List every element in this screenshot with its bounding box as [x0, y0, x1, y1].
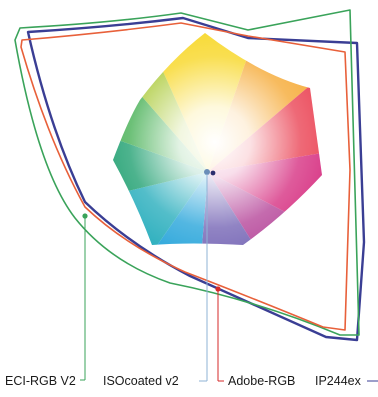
adobe-rgb-label: Adobe-RGB	[228, 374, 295, 388]
eci-rgb-leader	[80, 213, 88, 381]
isocoated-label: ISOcoated v2	[103, 374, 179, 388]
isocoated-leader	[199, 174, 208, 382]
ip244-gamut-outline	[26, 16, 366, 342]
isocoated-center-point	[204, 169, 210, 175]
adobe-rgb-leader	[215, 286, 224, 382]
eci-rgb-gamut-outline	[14, 9, 360, 336]
ip244-label: IP244ex	[315, 374, 362, 388]
eci-rgb-label: ECI-RGB V2	[5, 374, 76, 388]
adobe-rgb-gamut-outline	[20, 22, 351, 331]
ip244-center-point	[210, 170, 216, 176]
